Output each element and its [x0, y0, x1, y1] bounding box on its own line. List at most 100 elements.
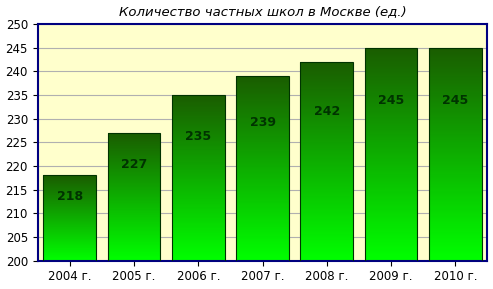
Bar: [172, 107, 225, 108]
Bar: [429, 75, 482, 76]
Bar: [429, 56, 482, 57]
Bar: [300, 184, 353, 185]
Bar: [365, 213, 418, 214]
Bar: [300, 129, 353, 130]
Bar: [429, 154, 482, 155]
Bar: [365, 59, 418, 60]
Bar: [236, 208, 289, 209]
Bar: [236, 140, 289, 141]
Bar: [43, 199, 96, 200]
Bar: [300, 165, 353, 166]
Bar: [236, 155, 289, 156]
Bar: [429, 187, 482, 188]
Bar: [429, 222, 482, 223]
Bar: [107, 259, 160, 260]
Bar: [236, 135, 289, 136]
Bar: [43, 195, 96, 196]
Bar: [300, 81, 353, 82]
Bar: [365, 194, 418, 195]
Bar: [300, 240, 353, 241]
Bar: [107, 247, 160, 248]
Bar: [300, 213, 353, 214]
Bar: [236, 126, 289, 127]
Bar: [365, 81, 418, 82]
Bar: [236, 127, 289, 128]
Bar: [172, 203, 225, 204]
Bar: [43, 231, 96, 232]
Bar: [300, 168, 353, 169]
Bar: [300, 220, 353, 221]
Bar: [365, 74, 418, 75]
Bar: [172, 244, 225, 245]
Bar: [300, 107, 353, 108]
Bar: [300, 71, 353, 72]
Bar: [300, 162, 353, 163]
Bar: [300, 89, 353, 90]
Bar: [236, 213, 289, 214]
Bar: [429, 234, 482, 235]
Bar: [429, 205, 482, 206]
Bar: [429, 120, 482, 121]
Bar: [172, 183, 225, 184]
Bar: [429, 161, 482, 162]
Bar: [236, 82, 289, 84]
Bar: [365, 137, 418, 138]
Bar: [300, 174, 353, 175]
Bar: [365, 91, 418, 92]
Bar: [365, 192, 418, 194]
Bar: [300, 178, 353, 179]
Bar: [300, 176, 353, 177]
Bar: [236, 222, 289, 223]
Bar: [172, 119, 225, 120]
Bar: [300, 254, 353, 255]
Bar: [429, 134, 482, 135]
Bar: [236, 209, 289, 210]
Bar: [172, 226, 225, 227]
Bar: [43, 183, 96, 184]
Bar: [429, 153, 482, 154]
Bar: [429, 203, 482, 204]
Bar: [365, 135, 418, 136]
Bar: [365, 132, 418, 133]
Bar: [365, 75, 418, 76]
Bar: [43, 181, 96, 182]
Text: 227: 227: [121, 158, 147, 171]
Bar: [429, 238, 482, 239]
Bar: [172, 98, 225, 99]
Bar: [172, 148, 225, 149]
Bar: [365, 82, 418, 83]
Bar: [236, 160, 289, 161]
Bar: [429, 252, 482, 253]
Bar: [429, 168, 482, 169]
Bar: [429, 84, 482, 85]
Bar: [236, 95, 289, 96]
Bar: [172, 222, 225, 223]
Bar: [43, 235, 96, 236]
Bar: [236, 260, 289, 261]
Bar: [172, 154, 225, 155]
Bar: [365, 72, 418, 73]
Bar: [300, 194, 353, 195]
Bar: [107, 170, 160, 171]
Bar: [300, 121, 353, 123]
Bar: [172, 255, 225, 256]
Bar: [365, 133, 418, 134]
Bar: [236, 214, 289, 216]
Bar: [43, 176, 96, 177]
Bar: [300, 211, 353, 212]
Bar: [365, 229, 418, 230]
Bar: [300, 180, 353, 181]
Bar: [300, 80, 353, 81]
Bar: [300, 239, 353, 240]
Bar: [236, 256, 289, 257]
Bar: [172, 232, 225, 233]
Bar: [365, 160, 418, 161]
Bar: [429, 88, 482, 89]
Bar: [172, 188, 225, 189]
Bar: [429, 108, 482, 109]
Bar: [365, 167, 418, 168]
Bar: [429, 196, 482, 197]
Bar: [365, 148, 418, 149]
Bar: [107, 222, 160, 223]
Bar: [107, 258, 160, 259]
